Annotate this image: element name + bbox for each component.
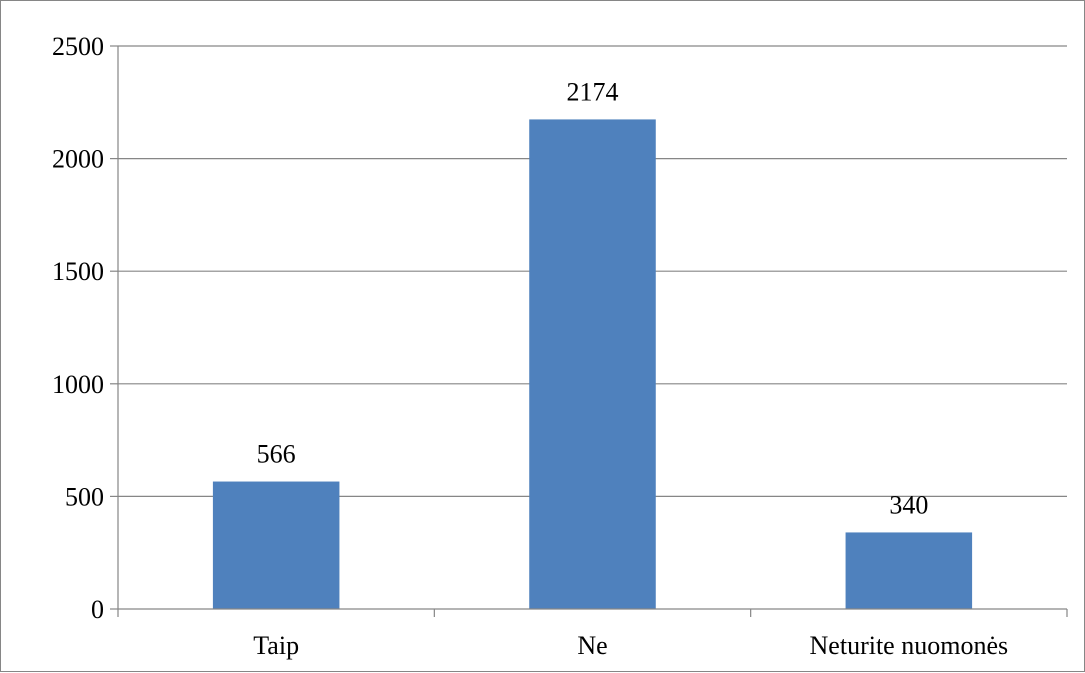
x-category-label: Taip bbox=[253, 631, 299, 660]
x-category-label: Neturite nuomonės bbox=[810, 631, 1009, 660]
data-label: 2174 bbox=[567, 77, 619, 106]
y-tick-label: 1500 bbox=[52, 257, 104, 286]
y-tick-label: 2500 bbox=[52, 32, 104, 61]
labels: 0 500 1000 1500 2000 2500 566 Taip 2174 Ne 340 Netu… bbox=[52, 32, 1008, 660]
data-label: 340 bbox=[889, 490, 928, 519]
y-tick-label: 2000 bbox=[52, 145, 104, 174]
bars bbox=[212, 119, 973, 610]
bar-1 bbox=[212, 481, 340, 609]
y-tick-label: 0 bbox=[91, 595, 104, 624]
y-tick-label: 500 bbox=[65, 482, 104, 511]
x-category-label: Ne bbox=[577, 631, 607, 660]
y-tick-label: 1000 bbox=[52, 370, 104, 399]
data-label: 566 bbox=[257, 440, 296, 469]
bar-2 bbox=[529, 119, 656, 610]
bar-3 bbox=[845, 532, 973, 609]
axes bbox=[110, 45, 1068, 617]
